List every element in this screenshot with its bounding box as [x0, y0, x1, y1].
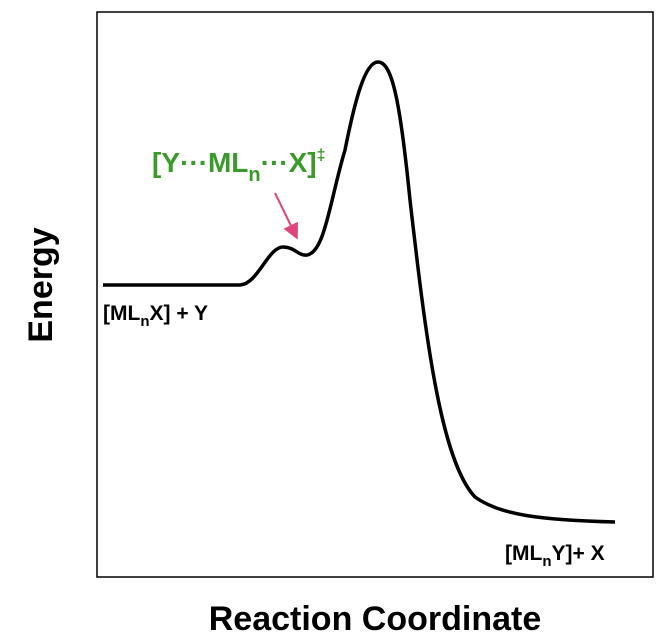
label-main: [ML — [505, 542, 542, 565]
label-tail: Y]+ X — [552, 542, 605, 565]
arrow — [274, 192, 298, 240]
label-main: [ML — [103, 302, 140, 325]
x-axis-label: Reaction Coordinate — [209, 600, 541, 638]
label-tail: ···X] — [261, 147, 317, 178]
label-tail: X] + Y — [150, 302, 209, 325]
product-label: [MLnY]+ X — [505, 542, 605, 570]
frame — [96, 11, 654, 578]
label-sub: n — [248, 164, 260, 186]
ts-label: [Y···MLn···X]‡ — [152, 147, 326, 186]
label-sub: n — [140, 313, 149, 330]
label-sup: ‡ — [317, 147, 326, 164]
label-main: [Y···ML — [152, 147, 248, 178]
reactant-label: [MLnX] + Y — [103, 302, 208, 330]
y-axis-label: Energy — [22, 227, 60, 342]
energy-curve — [103, 60, 616, 524]
label-sub: n — [542, 553, 551, 570]
